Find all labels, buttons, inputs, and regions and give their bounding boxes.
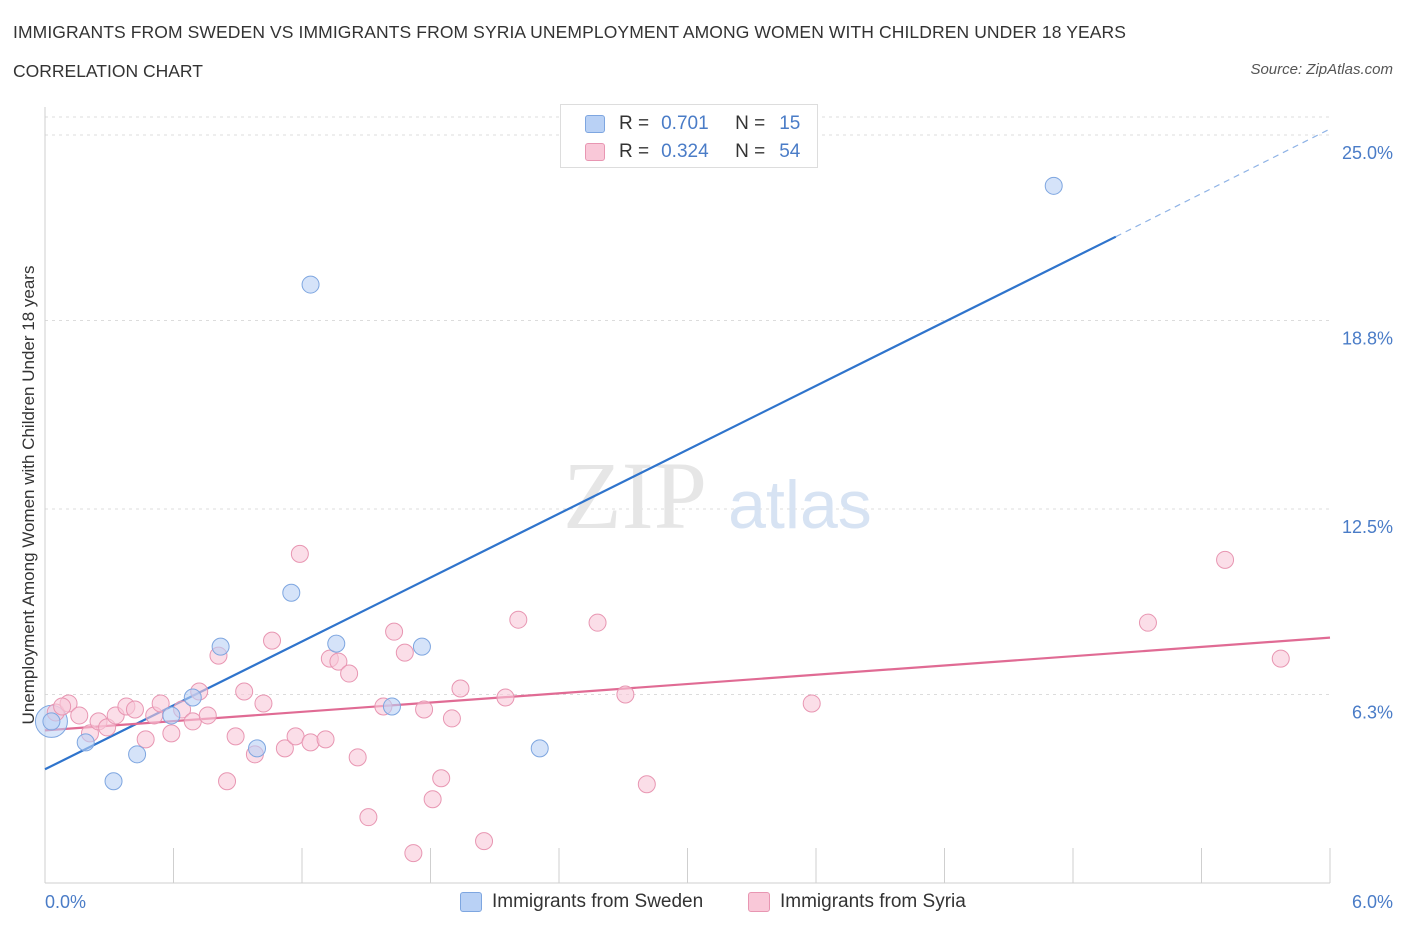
legend-r-label: R = bbox=[619, 113, 650, 134]
legend-r-value-syria: 0.324 bbox=[661, 141, 709, 162]
sweden-swatch-icon bbox=[585, 115, 605, 133]
syria-point bbox=[53, 697, 72, 716]
syria-point bbox=[275, 739, 294, 758]
sweden-point bbox=[162, 706, 181, 725]
sweden-point bbox=[128, 745, 147, 764]
y-tick-label: 6.3% bbox=[1352, 702, 1393, 722]
syria-point bbox=[263, 631, 282, 650]
syria-point bbox=[290, 544, 309, 563]
syria-point bbox=[70, 706, 89, 725]
legend-row-sweden: R = 0.701 N = 15 bbox=[585, 112, 800, 136]
syria-point bbox=[395, 643, 414, 662]
legend-n-label: N = bbox=[735, 113, 766, 134]
bottom-legend-sweden: Immigrants from Sweden bbox=[460, 888, 703, 916]
y-tick-label: 18.8% bbox=[1342, 328, 1393, 348]
syria-point bbox=[432, 769, 451, 788]
syria-point bbox=[423, 790, 442, 809]
sweden-point bbox=[211, 637, 230, 656]
syria-point bbox=[218, 772, 237, 791]
syria-swatch-icon bbox=[585, 143, 605, 161]
legend: R = 0.701 N = 15 R = 0.324 N = 54 bbox=[560, 104, 818, 168]
sweden-legend-swatch-icon bbox=[460, 892, 482, 912]
bottom-legend-syria-label: Immigrants from Syria bbox=[780, 891, 966, 912]
sweden-point bbox=[530, 739, 549, 758]
sweden-point bbox=[327, 634, 346, 653]
syria-point bbox=[235, 682, 254, 701]
syria-point bbox=[509, 610, 528, 629]
bottom-legend-sweden-label: Immigrants from Sweden bbox=[492, 891, 704, 912]
syria-point bbox=[340, 664, 359, 683]
syria-point bbox=[329, 652, 348, 671]
syria-point bbox=[359, 808, 378, 827]
syria-trendline bbox=[44, 636, 1331, 732]
syria-point bbox=[348, 748, 367, 767]
x-tick-label: 0.0% bbox=[45, 892, 86, 912]
legend-row-syria: R = 0.324 N = 54 bbox=[585, 140, 800, 164]
syria-point bbox=[286, 727, 305, 746]
sweden-point bbox=[248, 739, 267, 758]
legend-n-value-sweden: 15 bbox=[779, 113, 801, 134]
gridlines bbox=[45, 116, 1330, 695]
syria-point bbox=[442, 709, 461, 728]
syria-point bbox=[1216, 550, 1235, 569]
source-label: Source: ZipAtlas.com bbox=[1250, 61, 1393, 78]
legend-r-label: R = bbox=[619, 141, 650, 162]
syria-point bbox=[1138, 613, 1157, 632]
sweden-point bbox=[301, 275, 320, 294]
syria-point bbox=[125, 700, 144, 719]
chart-subtitle: CORRELATION CHART bbox=[13, 61, 203, 81]
trendlines bbox=[44, 128, 1331, 771]
sweden-point bbox=[42, 712, 61, 731]
syria-point bbox=[1271, 649, 1290, 668]
syria-point bbox=[475, 832, 494, 851]
watermark-atlas: atlas bbox=[728, 467, 872, 543]
sweden-point bbox=[104, 772, 123, 791]
chart-title: IMMIGRANTS FROM SWEDEN VS IMMIGRANTS FRO… bbox=[13, 22, 1127, 42]
sweden-point bbox=[76, 733, 95, 752]
watermark-zip: ZIP bbox=[563, 442, 707, 549]
syria-point bbox=[162, 724, 181, 743]
syria-point bbox=[198, 706, 217, 725]
x-tick-label: 6.0% bbox=[1352, 892, 1393, 912]
syria-point bbox=[802, 694, 821, 713]
syria-point bbox=[588, 613, 607, 632]
y-axis-label: Unemployment Among Women with Children U… bbox=[19, 266, 38, 725]
syria-point bbox=[451, 679, 470, 698]
syria-point bbox=[316, 730, 335, 749]
bottom-legend-syria: Immigrants from Syria bbox=[748, 888, 966, 916]
sweden-trendline bbox=[44, 235, 1117, 771]
legend-n-label: N = bbox=[735, 141, 766, 162]
syria-legend-swatch-icon bbox=[748, 892, 770, 912]
sweden-point bbox=[282, 583, 301, 602]
syria-point bbox=[151, 694, 170, 713]
syria-point bbox=[254, 694, 273, 713]
sweden-point bbox=[1044, 176, 1063, 195]
y-tick-label: 12.5% bbox=[1342, 517, 1393, 537]
legend-n-value-syria: 54 bbox=[779, 141, 801, 162]
sweden-point bbox=[183, 688, 202, 707]
syria-point bbox=[226, 727, 245, 746]
syria-point bbox=[637, 775, 656, 794]
syria-point bbox=[301, 733, 320, 752]
tick-labels: 6.3% 12.5% 18.8% 25.0% 0.0% 6.0% bbox=[45, 143, 1393, 912]
syria-point bbox=[415, 700, 434, 719]
sweden-trendline-projection bbox=[1115, 128, 1331, 238]
legend-r-value-sweden: 0.701 bbox=[661, 113, 709, 134]
syria-point bbox=[496, 688, 515, 707]
syria-point bbox=[404, 844, 423, 863]
sweden-point bbox=[382, 697, 401, 716]
syria-point bbox=[136, 730, 155, 749]
axes bbox=[44, 107, 1331, 884]
watermark: ZIP atlas bbox=[563, 442, 872, 549]
syria-point bbox=[385, 622, 404, 641]
y-tick-label: 25.0% bbox=[1342, 143, 1393, 163]
points bbox=[34, 176, 1290, 863]
sweden-point bbox=[412, 637, 431, 656]
syria-point bbox=[183, 712, 202, 731]
syria-point bbox=[616, 685, 635, 704]
